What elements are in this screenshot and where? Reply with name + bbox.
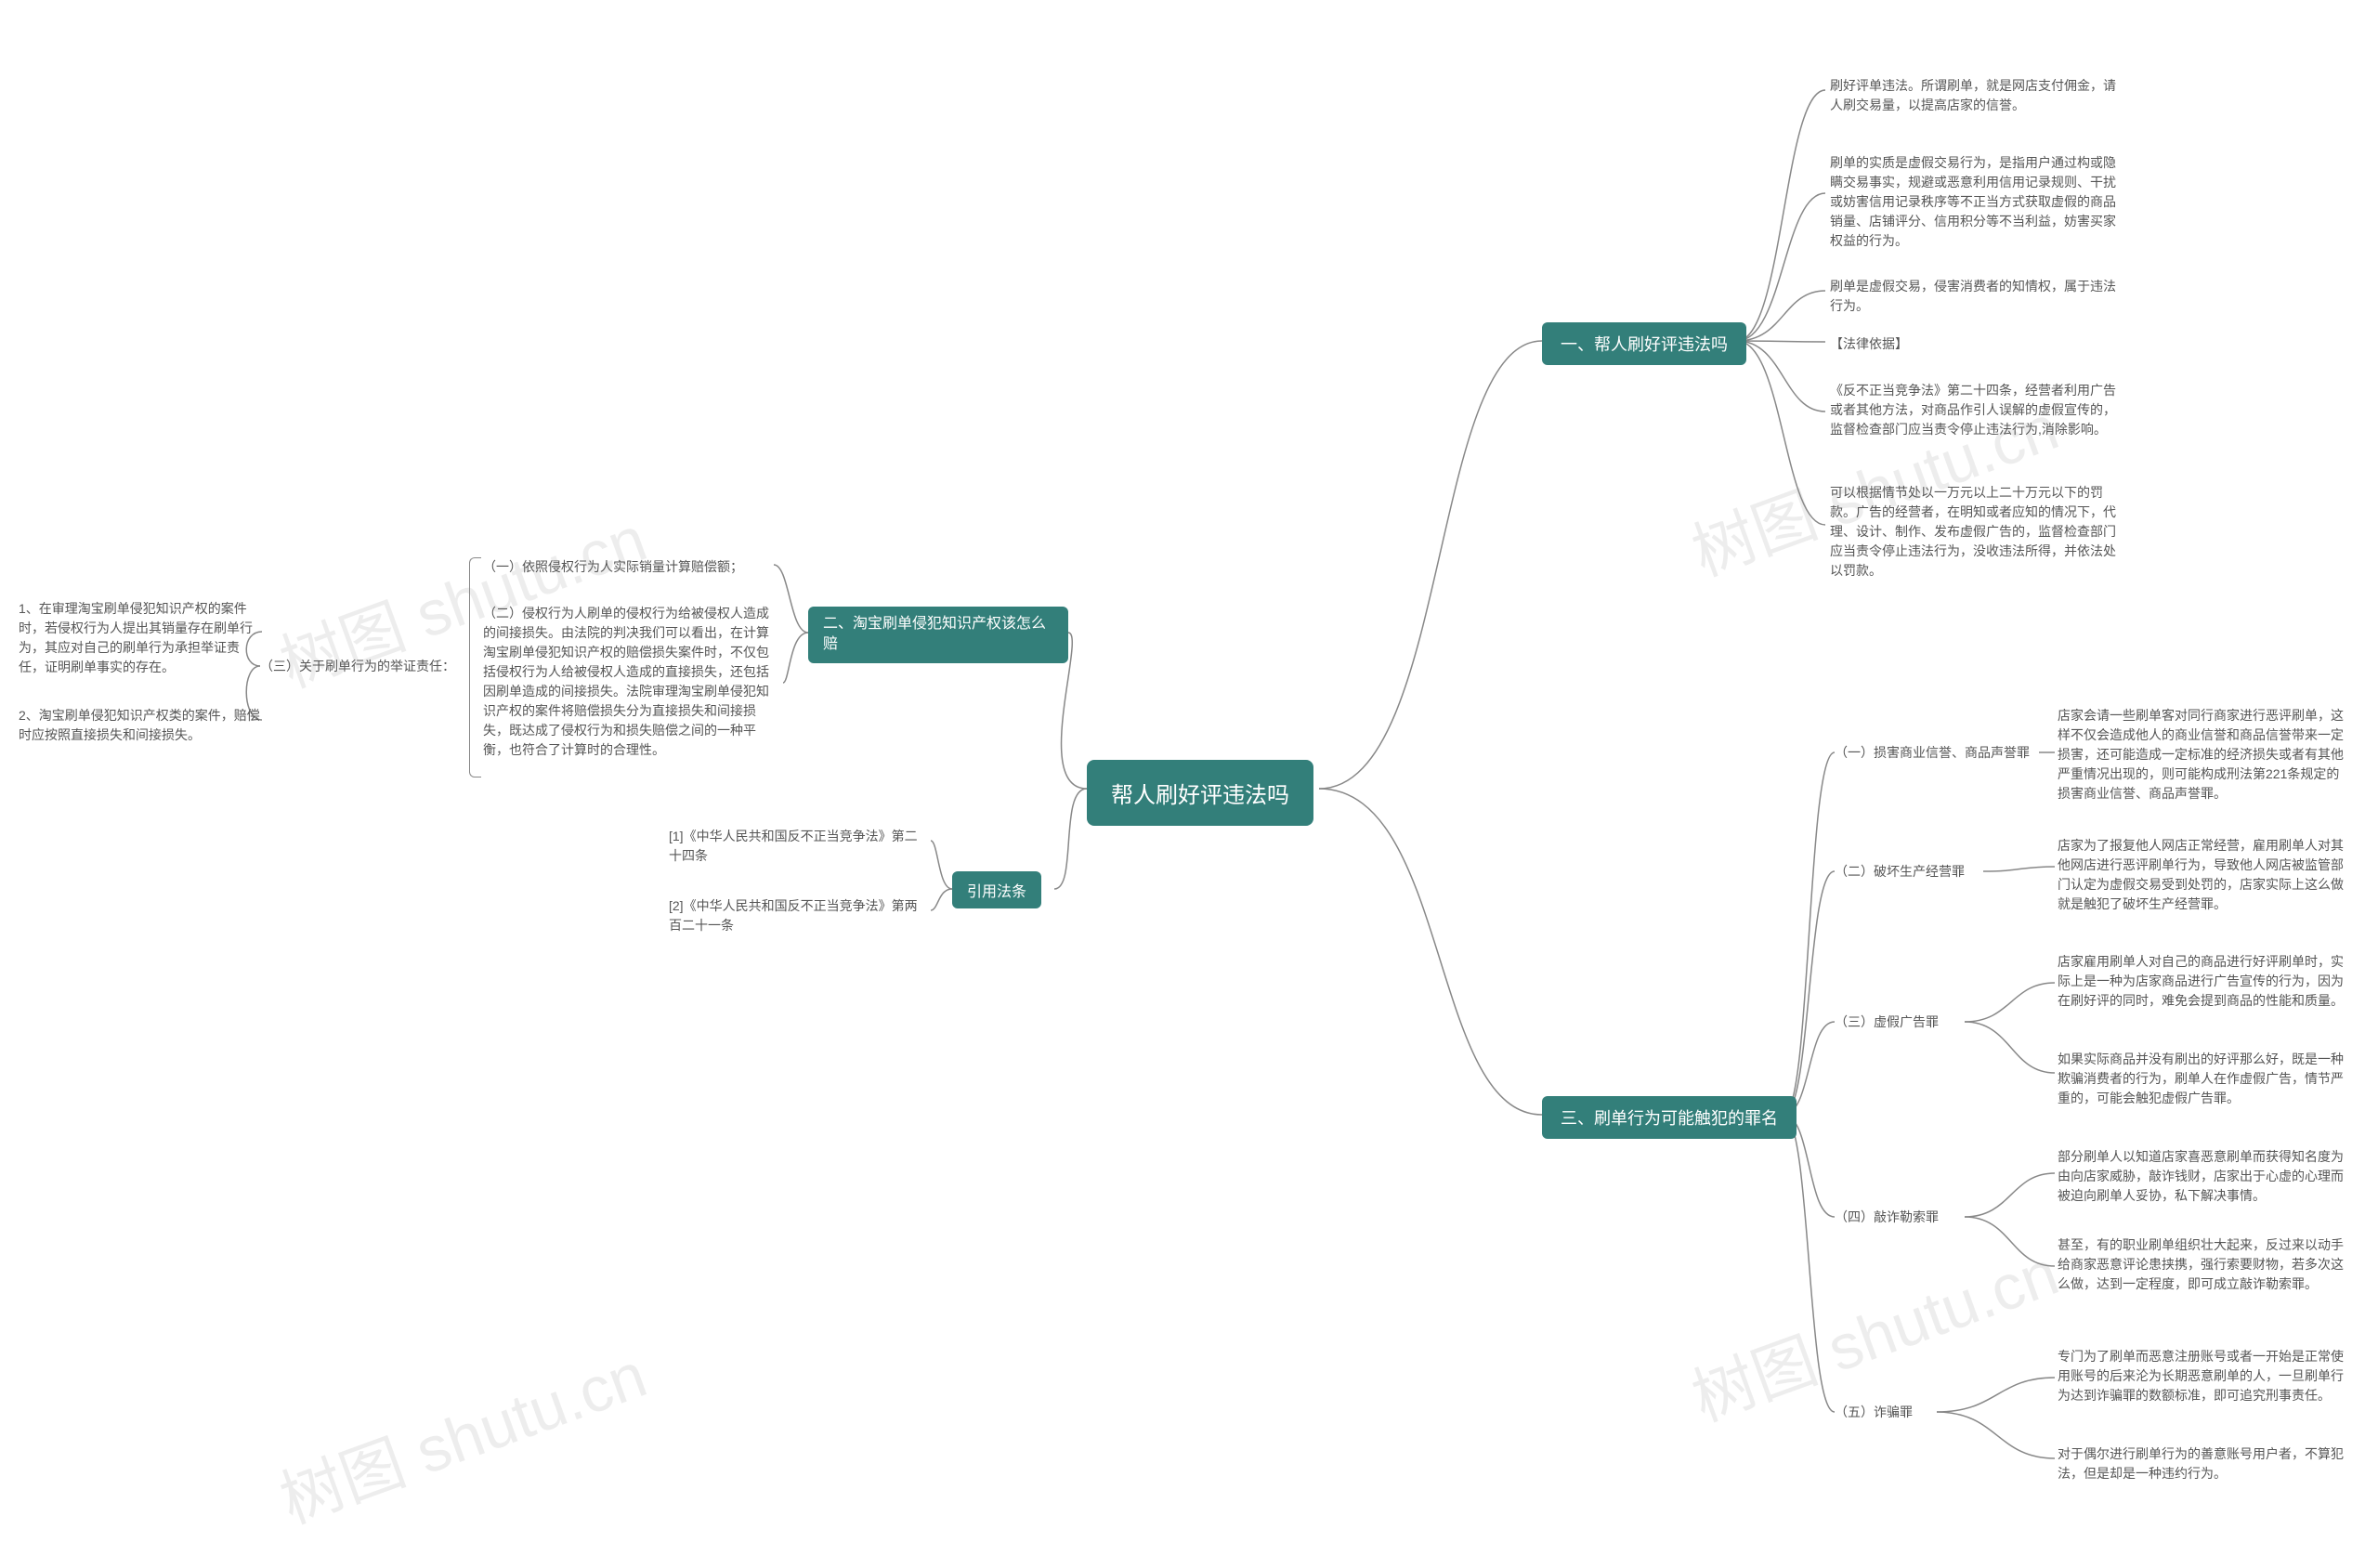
sub-node: （二）侵权行为人刷单的侵权行为给被侵权人造成的间接损失。由法院的判决我们可以看出… [483,604,780,760]
leaf: 刷好评单违法。所谓刷单，就是网店支付佣金，请人刷交易量，以提高店家的信誉。 [1830,76,2127,115]
leaf: 可以根据情节处以一万元以上二十万元以下的罚款。广告的经营者，在明知或者应知的情况… [1830,483,2127,581]
leaf: 店家为了报复他人网店正常经营，雇用刷单人对其他网店进行恶评刷单行为，导致他人网店… [2058,836,2345,914]
leaf: [2]《中华人民共和国反不正当竞争法》第两百二十一条 [669,896,929,935]
sub-node[interactable]: （四）敲诈勒索罪 [1835,1208,1965,1227]
branch-ref[interactable]: 引用法条 [952,871,1041,908]
branch-l2[interactable]: 二、淘宝刷单侵犯知识产权该怎么赔 [808,607,1068,663]
leaf: 专门为了刷单而恶意注册账号或者一开始是正常使用账号的后来沦为长期恶意刷单的人，一… [2058,1347,2345,1405]
sub-node[interactable]: （二）破坏生产经营罪 [1835,862,1983,882]
leaf: 甚至，有的职业刷单组织壮大起来，反过来以动手给商家恶意评论患挟携，强行索要财物，… [2058,1235,2345,1294]
sub-node[interactable]: （一）损害商业信誉、商品声誉罪 [1835,743,2039,763]
sub-node[interactable]: （三）关于刷单行为的举证责任： [260,657,455,676]
leaf: 刷单的实质是虚假交易行为，是指用户通过构或隐瞒交易事实，规避或恶意利用信用记录规… [1830,153,2127,251]
sub-node[interactable]: （三）虚假广告罪 [1835,1013,1965,1032]
center-node[interactable]: 帮人刷好评违法吗 [1087,760,1313,826]
leaf: 2、淘宝刷单侵犯知识产权类的案件，赔偿时应按照直接损失和间接损失。 [19,706,260,745]
leaf: 对于偶尔进行刷单行为的善意账号用户者，不算犯法，但是却是一种违约行为。 [2058,1444,2345,1483]
leaf: 店家会请一些刷单客对同行商家进行恶评刷单，这样不仅会造成他人的商业信誉和商品信誉… [2058,706,2345,804]
leaf: 部分刷单人以知道店家喜恶意刷单而获得知名度为由向店家威胁，敲诈钱财，店家出于心虚… [2058,1147,2345,1206]
leaf: 刷单是虚假交易，侵害消费者的知情权，属于违法行为。 [1830,277,2127,316]
branch-r1[interactable]: 一、帮人刷好评违法吗 [1542,322,1746,365]
leaf: 店家雇用刷单人对自己的商品进行好评刷单时，实际上是一种为店家商品进行广告宣传的行… [2058,952,2345,1011]
leaf: 【法律依据】 [1830,334,2127,354]
branch-r3[interactable]: 三、刷单行为可能触犯的罪名 [1542,1096,1797,1139]
watermark: 树图 shutu.cn [266,1324,657,1541]
sub-node[interactable]: （五）诈骗罪 [1835,1403,1937,1422]
leaf: [1]《中华人民共和国反不正当竞争法》第二十四条 [669,827,929,866]
sub-node: （一）依照侵权行为人实际销量计算赔偿额； [483,557,771,577]
leaf: 《反不正当竞争法》第二十四条，经营者利用广告或者其他方法，对商品作引人误解的虚假… [1830,381,2127,439]
leaf: 1、在审理淘宝刷单侵犯知识产权的案件时，若侵权行为人提出其销量存在刷单行为，其应… [19,599,260,677]
bracket [469,557,481,777]
leaf: 如果实际商品并没有刷出的好评那么好，既是一种欺骗消费者的行为，刷单人在作虚假广告… [2058,1050,2345,1108]
